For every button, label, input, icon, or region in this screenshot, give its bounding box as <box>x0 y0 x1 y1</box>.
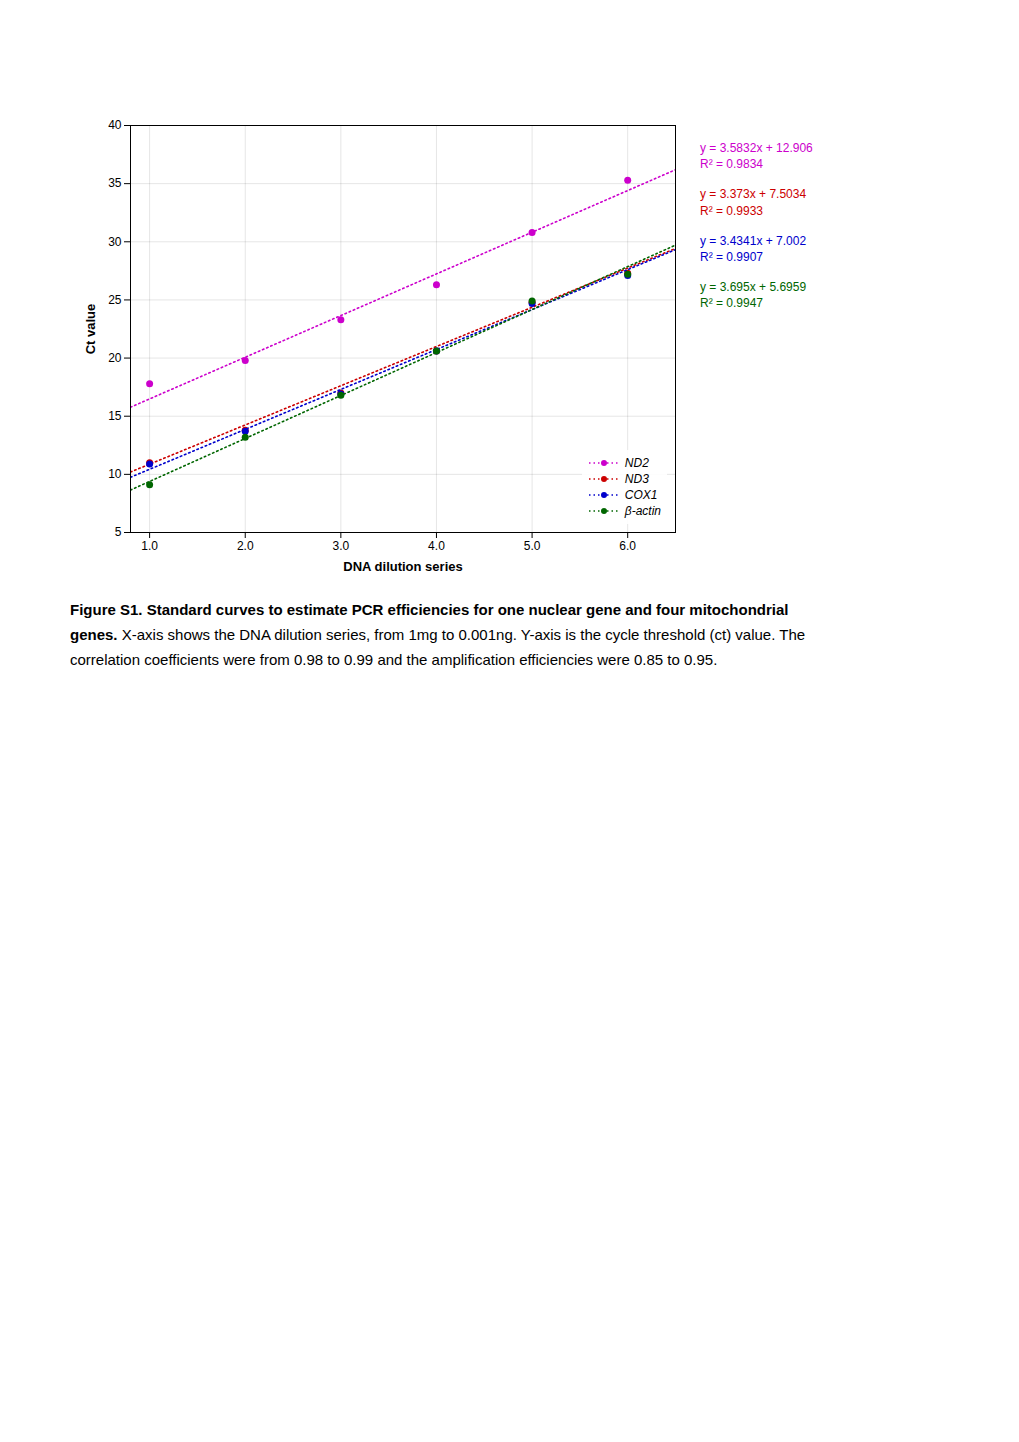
svg-text:15: 15 <box>108 409 122 423</box>
svg-text:Ct value: Ct value <box>83 304 98 355</box>
html-text:y = 3.695x + 5.6959: y = 3.695x + 5.6959 <box>700 280 807 295</box>
svg-text:1.0: 1.0 <box>141 539 158 553</box>
html-text:y = 3.4341x + 7.002: y = 3.4341x + 7.002 <box>700 233 807 248</box>
svg-text:2.0: 2.0 <box>237 539 254 553</box>
html-text:y = 3.373x + 7.5034: y = 3.373x + 7.5034 <box>700 187 807 202</box>
svg-text:4.0: 4.0 <box>428 539 445 553</box>
html-text:R² = 0.9834: R² = 0.9834 <box>700 157 763 172</box>
html-text:Figure S1. Standard curves to: Figure S1. Standard curves to estimate P… <box>70 601 806 668</box>
svg-text:DNA dilution series: DNA dilution series <box>343 559 462 574</box>
html-text:y = 3.5832x + 12.906: y = 3.5832x + 12.906 <box>700 141 813 155</box>
html-text:β-actin: β-actin <box>624 504 661 518</box>
svg-text:5.0: 5.0 <box>524 539 541 553</box>
svg-text:20: 20 <box>108 351 122 365</box>
svg-text:40: 40 <box>108 118 122 132</box>
html-text:COX1: COX1 <box>624 488 658 502</box>
svg-text:10: 10 <box>108 467 122 481</box>
svg-text:30: 30 <box>108 235 122 249</box>
svg-text:25: 25 <box>108 293 122 307</box>
svg-text:35: 35 <box>108 176 122 190</box>
html-text:R² = 0.9933: R² = 0.9933 <box>700 203 763 218</box>
html-text:R² = 0.9947: R² = 0.9947 <box>700 296 763 311</box>
svg-text:3.0: 3.0 <box>333 539 350 553</box>
svg-text:6.0: 6.0 <box>619 539 636 553</box>
html-text:R² = 0.9907: R² = 0.9907 <box>700 249 763 264</box>
html-text:ND2: ND2 <box>624 456 649 470</box>
html-text:ND3: ND3 <box>624 472 649 486</box>
svg-text:5: 5 <box>115 525 122 539</box>
